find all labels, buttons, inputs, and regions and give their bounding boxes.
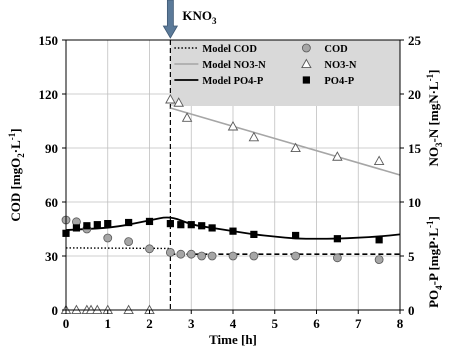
no3-point xyxy=(165,93,176,104)
y-right-tick-label: 10 xyxy=(408,195,421,210)
legend-background xyxy=(170,40,400,106)
po4-point xyxy=(250,230,258,238)
po4-point xyxy=(104,220,112,228)
no3-point xyxy=(173,97,184,107)
cod-point xyxy=(374,255,384,265)
po4-point xyxy=(333,235,341,243)
cod-point xyxy=(124,237,134,247)
x-tick-label: 1 xyxy=(105,316,112,331)
legend: Model COD Model NO3-N Model PO4-P COD NO3-N P… xyxy=(174,43,357,87)
legend-label-no3: NO3-N xyxy=(324,60,356,71)
po4-point xyxy=(292,231,300,240)
cod-point xyxy=(197,251,207,261)
legend-swatch-po4 xyxy=(302,76,310,84)
po4-point xyxy=(83,222,91,230)
y-right-tick-label: 20 xyxy=(408,87,421,102)
po4-point xyxy=(208,224,216,232)
y-right-tick-label: 25 xyxy=(408,33,422,48)
x-tick-label: 3 xyxy=(188,316,195,331)
x-axis-label: Time [h] xyxy=(209,332,257,347)
no3-point xyxy=(290,142,301,153)
model-no3-line xyxy=(170,107,401,176)
x-tick-label: 0 xyxy=(63,316,70,331)
cod-point xyxy=(207,251,217,261)
y-axis-left-label: COD [mgO2·L-1] xyxy=(7,128,26,221)
cod-point xyxy=(228,251,238,261)
y-axis-right-no3-label: NO3-N [mgN·L-1] xyxy=(425,70,444,167)
po4-point xyxy=(198,222,206,230)
legend-label-cod: COD xyxy=(324,44,348,55)
x-tick-label: 2 xyxy=(146,316,153,331)
legend-label-model-po4: Model PO4-P xyxy=(202,76,264,87)
x-tick-label: 5 xyxy=(272,316,279,331)
x-tick-label: 6 xyxy=(313,316,320,331)
model-cod-line-dotted xyxy=(65,247,171,250)
cod-point xyxy=(186,249,196,259)
y-left-tick-label: 90 xyxy=(45,141,58,156)
y-left-tick-label: 150 xyxy=(39,33,59,48)
po4-point xyxy=(375,236,383,244)
legend-swatch-cod xyxy=(301,43,311,53)
y-left-tick-label: 60 xyxy=(45,195,58,210)
no3-point xyxy=(227,120,239,131)
po4-point xyxy=(145,217,154,226)
y-left-tick-label: 0 xyxy=(52,303,59,318)
y-left-tick-label: 30 xyxy=(45,249,58,264)
x-tick-label: 8 xyxy=(397,316,404,331)
y-axis-right-po4-label: PO4-P [mgP·L-1] xyxy=(425,216,444,308)
y-right-tick-label: 15 xyxy=(408,141,422,156)
po4-point xyxy=(166,220,174,228)
y-right-tick-label: 5 xyxy=(408,249,415,264)
legend-label-po4: PO4-P xyxy=(324,76,354,87)
kno3-label: KNO3 xyxy=(182,8,217,26)
down-arrow-icon xyxy=(162,0,179,39)
cod-point xyxy=(165,247,175,257)
cod-point xyxy=(332,253,342,263)
cod-point xyxy=(145,244,154,254)
no3-point xyxy=(248,131,260,142)
no3-point xyxy=(373,155,385,166)
x-tick-label: 7 xyxy=(355,316,362,331)
legend-label-model-cod: Model COD xyxy=(202,44,257,55)
no3-point xyxy=(332,151,343,161)
legend-swatch-no3 xyxy=(301,58,312,69)
po4-point xyxy=(93,221,101,229)
po4-point xyxy=(187,221,195,229)
po4-point xyxy=(177,221,185,229)
no3-point xyxy=(181,112,193,122)
y-left-tick-label: 120 xyxy=(39,87,59,102)
po4-point xyxy=(72,224,81,232)
cod-point xyxy=(176,249,186,259)
cod-point xyxy=(291,251,301,261)
cod-point xyxy=(103,233,113,243)
x-tick-label: 4 xyxy=(230,316,237,331)
y-right-tick-label: 0 xyxy=(408,303,415,318)
legend-label-model-no3: Model NO3-N xyxy=(202,60,266,71)
po4-point xyxy=(125,218,133,227)
po4-point xyxy=(229,227,237,235)
cod-point xyxy=(249,251,259,261)
kno3-annotation: KNO3 xyxy=(162,0,217,39)
